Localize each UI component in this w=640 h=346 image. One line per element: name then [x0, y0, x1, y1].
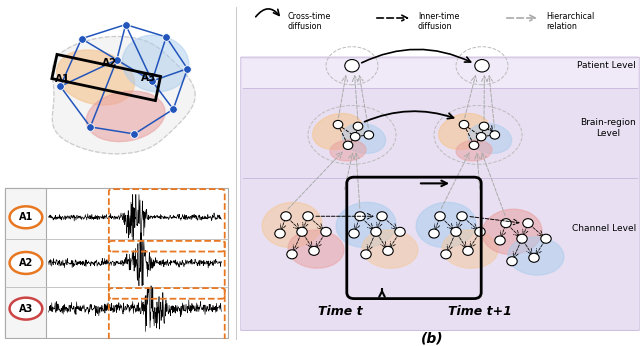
Circle shape [435, 212, 445, 221]
Polygon shape [52, 36, 195, 154]
Text: A1: A1 [54, 74, 70, 84]
Text: A2: A2 [19, 258, 33, 268]
Circle shape [517, 234, 527, 243]
Circle shape [321, 227, 332, 236]
Circle shape [523, 219, 533, 228]
Ellipse shape [57, 50, 134, 105]
Circle shape [377, 212, 387, 221]
Ellipse shape [482, 209, 542, 254]
Circle shape [457, 212, 467, 221]
Circle shape [475, 60, 489, 72]
Circle shape [10, 252, 42, 274]
Ellipse shape [86, 91, 165, 142]
Circle shape [463, 246, 473, 255]
Ellipse shape [262, 202, 322, 247]
Text: Brain-region
Level: Brain-region Level [580, 118, 636, 138]
Circle shape [333, 120, 343, 129]
FancyBboxPatch shape [6, 188, 228, 338]
Circle shape [349, 229, 359, 238]
Circle shape [460, 120, 468, 129]
Ellipse shape [288, 230, 344, 268]
Circle shape [475, 227, 485, 236]
Ellipse shape [442, 230, 498, 268]
Ellipse shape [342, 124, 386, 153]
Text: Time t: Time t [317, 305, 362, 318]
Ellipse shape [312, 113, 364, 149]
FancyBboxPatch shape [240, 57, 640, 330]
Text: Channel Level: Channel Level [572, 224, 636, 233]
Text: Hierarchical
relation: Hierarchical relation [546, 12, 595, 31]
Text: A2: A2 [102, 58, 117, 69]
Text: Time t+1: Time t+1 [448, 305, 512, 318]
Circle shape [275, 229, 285, 238]
Ellipse shape [438, 113, 490, 149]
Circle shape [395, 227, 405, 236]
Circle shape [500, 219, 511, 228]
Circle shape [309, 246, 319, 255]
Circle shape [495, 236, 505, 245]
Circle shape [441, 250, 451, 259]
Circle shape [429, 229, 439, 238]
Circle shape [490, 131, 500, 139]
Text: A1: A1 [19, 212, 33, 222]
Circle shape [476, 133, 486, 141]
Circle shape [287, 250, 297, 259]
Ellipse shape [362, 230, 418, 268]
Text: Cross-time
diffusion: Cross-time diffusion [287, 12, 331, 31]
FancyBboxPatch shape [6, 188, 46, 338]
Ellipse shape [122, 35, 189, 92]
Circle shape [451, 227, 461, 236]
Text: Inner-time
diffusion: Inner-time diffusion [418, 12, 460, 31]
Circle shape [541, 234, 551, 243]
Ellipse shape [456, 140, 492, 161]
Circle shape [371, 227, 381, 236]
Text: (b): (b) [420, 331, 444, 345]
Ellipse shape [336, 202, 396, 247]
Circle shape [10, 298, 42, 320]
Ellipse shape [468, 124, 512, 153]
Circle shape [351, 133, 360, 141]
Ellipse shape [416, 202, 476, 247]
Circle shape [507, 257, 517, 266]
Circle shape [10, 206, 42, 228]
Text: A3: A3 [141, 73, 156, 82]
Circle shape [355, 212, 365, 221]
Circle shape [303, 212, 313, 221]
Circle shape [361, 250, 371, 259]
Circle shape [353, 122, 363, 130]
Text: Patient Level: Patient Level [577, 61, 636, 70]
Circle shape [364, 131, 374, 139]
FancyBboxPatch shape [242, 59, 638, 88]
Circle shape [281, 212, 291, 221]
Ellipse shape [508, 237, 564, 275]
Circle shape [343, 141, 353, 149]
Text: A3: A3 [19, 304, 33, 313]
Circle shape [479, 122, 489, 130]
Circle shape [469, 141, 479, 149]
Circle shape [297, 227, 307, 236]
Circle shape [345, 60, 359, 72]
Circle shape [383, 246, 393, 255]
Circle shape [529, 253, 540, 262]
Ellipse shape [330, 140, 366, 161]
